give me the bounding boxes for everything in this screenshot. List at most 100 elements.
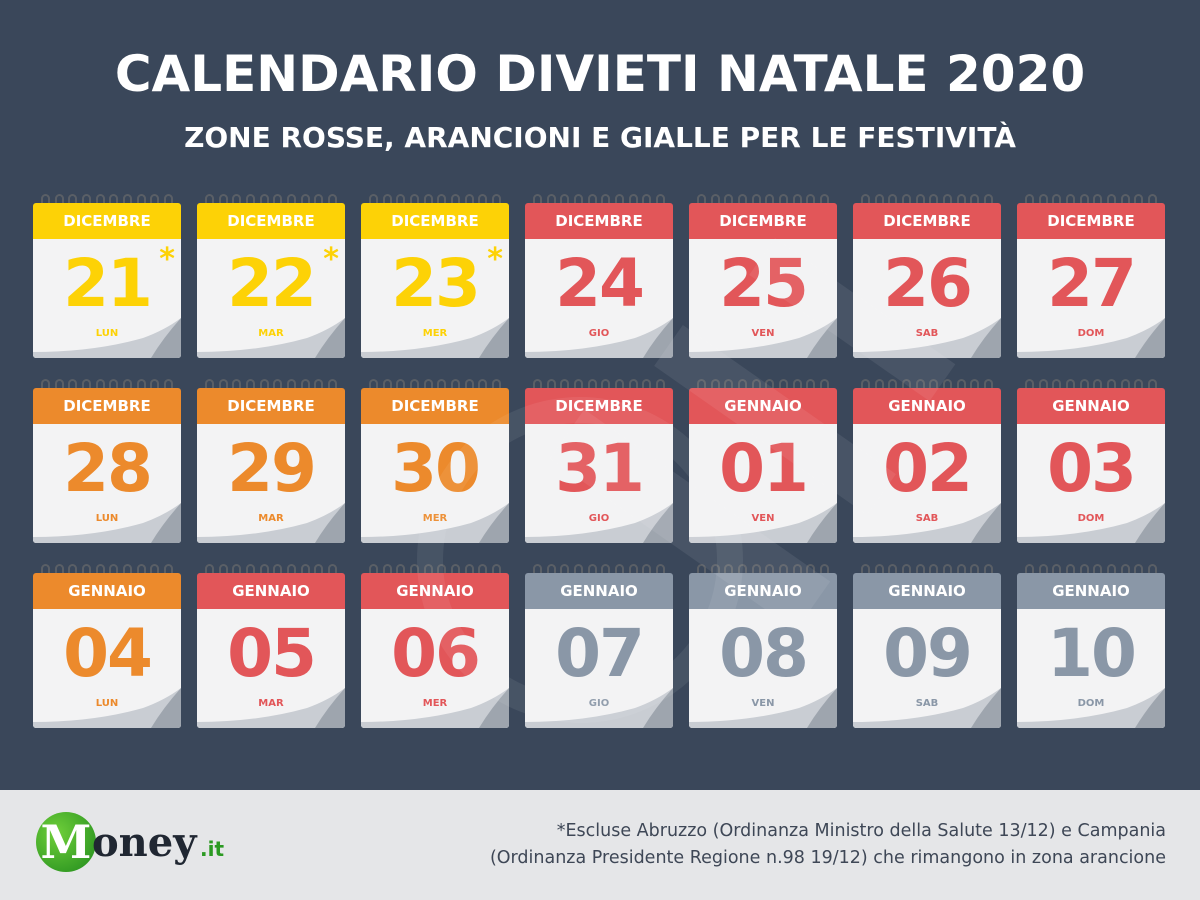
binder-ring-icon xyxy=(614,194,624,205)
binder-ring-icon xyxy=(942,564,952,575)
binder-ring-icon xyxy=(806,194,816,205)
calendar-card: DICEMBRE 29 MAR xyxy=(197,379,345,543)
binder-ring-icon xyxy=(150,379,160,390)
calendar-day: 08 xyxy=(719,615,809,692)
binder-ring-icon xyxy=(450,564,460,575)
binder-ring-icon xyxy=(286,194,296,205)
binder-ring-icon xyxy=(970,379,980,390)
calendar-page: 09 SAB xyxy=(853,609,1001,728)
binder-ring-icon xyxy=(915,379,925,390)
binder-ring-icon xyxy=(751,564,761,575)
binder-ring-icon xyxy=(122,379,132,390)
binder-ring-icon xyxy=(1038,564,1048,575)
binder-ring-icon xyxy=(560,564,570,575)
binder-ring-icon xyxy=(109,564,119,575)
binder-ring-icon xyxy=(819,564,829,575)
binder-ring-icon xyxy=(642,564,652,575)
calendar-month: DICEMBRE xyxy=(525,388,673,424)
binder-rings xyxy=(205,194,337,208)
calendar-day: 30 xyxy=(391,430,481,507)
binder-ring-icon xyxy=(136,564,146,575)
calendar-card: GENNAIO 06 MER xyxy=(361,564,509,728)
binder-ring-icon xyxy=(300,564,310,575)
binder-ring-icon xyxy=(478,379,488,390)
binder-ring-icon xyxy=(54,194,64,205)
calendar-weekday: DOM xyxy=(1077,513,1105,524)
binder-ring-icon xyxy=(601,564,611,575)
binder-ring-icon xyxy=(245,379,255,390)
infographic-area: CALENDARIO DIVIETI NATALE 2020 ZONE ROSS… xyxy=(33,45,1165,728)
binder-ring-icon xyxy=(533,379,542,390)
binder-ring-icon xyxy=(765,564,775,575)
calendar-card: DICEMBRE 21 * LUN xyxy=(33,194,181,358)
binder-ring-icon xyxy=(437,379,447,390)
calendar-day: 22 xyxy=(227,245,317,322)
footnote-line-1: *Escluse Abruzzo (Ordinanza Ministro del… xyxy=(556,821,1166,841)
binder-ring-icon xyxy=(464,194,474,205)
calendar-page: 07 GIO xyxy=(525,609,673,728)
binder-ring-icon xyxy=(778,194,788,205)
calendar-day: 06 xyxy=(391,615,481,692)
binder-ring-icon xyxy=(1147,564,1157,575)
binder-rings xyxy=(697,564,829,578)
calendar-card: DICEMBRE 25 VEN xyxy=(689,194,837,358)
calendar-page: 24 GIO xyxy=(525,239,673,358)
binder-ring-icon xyxy=(601,379,611,390)
binder-ring-icon xyxy=(259,564,269,575)
calendar-month: GENNAIO xyxy=(853,388,1001,424)
binder-ring-icon xyxy=(1120,564,1130,575)
binder-rings xyxy=(205,379,337,393)
calendar-weekday: MER xyxy=(422,698,448,709)
calendar-page: 21 * LUN xyxy=(33,239,181,358)
calendar-month: GENNAIO xyxy=(197,573,345,609)
binder-ring-icon xyxy=(983,194,993,205)
binder-ring-icon xyxy=(232,194,242,205)
binder-ring-icon xyxy=(478,194,488,205)
binder-ring-icon xyxy=(642,194,652,205)
calendar-day: 21 xyxy=(63,245,153,322)
binder-rings xyxy=(533,564,665,578)
binder-ring-icon xyxy=(628,564,638,575)
binder-ring-icon xyxy=(314,194,324,205)
calendar-day: 09 xyxy=(883,615,973,692)
binder-ring-icon xyxy=(888,564,898,575)
binder-ring-icon xyxy=(136,379,146,390)
binder-ring-icon xyxy=(95,379,105,390)
binder-rings xyxy=(861,379,993,393)
binder-ring-icon xyxy=(41,564,50,575)
binder-ring-icon xyxy=(423,379,433,390)
calendar-page: 28 LUN xyxy=(33,424,181,543)
calendar-card: DICEMBRE 30 MER xyxy=(361,379,509,543)
binder-ring-icon xyxy=(54,564,64,575)
binder-rings xyxy=(1025,194,1157,208)
binder-ring-icon xyxy=(41,194,50,205)
binder-ring-icon xyxy=(478,564,488,575)
calendar-weekday: GIO xyxy=(588,328,610,339)
binder-ring-icon xyxy=(1052,379,1062,390)
binder-ring-icon xyxy=(1038,379,1048,390)
binder-ring-icon xyxy=(1079,379,1089,390)
binder-ring-icon xyxy=(259,194,269,205)
binder-ring-icon xyxy=(409,379,419,390)
binder-ring-icon xyxy=(587,564,597,575)
calendar-weekday: VEN xyxy=(751,513,775,524)
binder-ring-icon xyxy=(136,194,146,205)
binder-ring-icon xyxy=(697,194,706,205)
binder-ring-icon xyxy=(1025,564,1034,575)
binder-ring-icon xyxy=(1079,564,1089,575)
binder-ring-icon xyxy=(437,564,447,575)
logo-emblem: M xyxy=(36,812,96,872)
calendar-card: GENNAIO 10 DOM xyxy=(1017,564,1165,728)
binder-ring-icon xyxy=(573,379,583,390)
binder-ring-icon xyxy=(68,379,78,390)
binder-ring-icon xyxy=(560,379,570,390)
calendar-day: 10 xyxy=(1047,615,1137,692)
calendar-month: GENNAIO xyxy=(361,573,509,609)
binder-ring-icon xyxy=(327,194,337,205)
calendar-day: 23 xyxy=(391,245,481,322)
binder-ring-icon xyxy=(956,194,966,205)
calendar-weekday: GIO xyxy=(588,698,610,709)
binder-ring-icon xyxy=(286,379,296,390)
calendar-day: 02 xyxy=(883,430,973,507)
binder-ring-icon xyxy=(778,564,788,575)
